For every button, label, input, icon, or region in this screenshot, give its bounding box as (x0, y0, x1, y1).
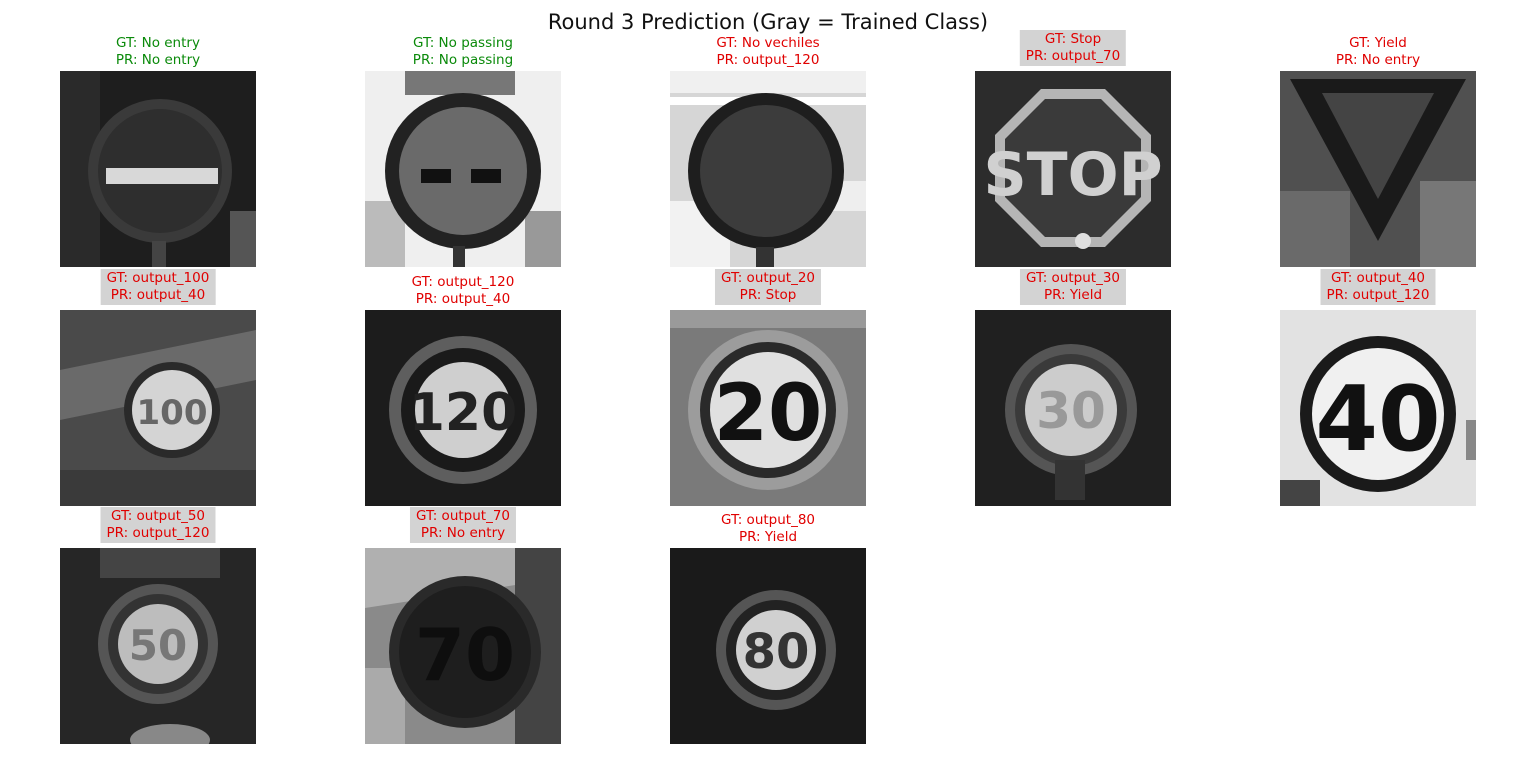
speed-70-sign-image: 70 (365, 548, 561, 744)
speed-70-text: 70 (415, 613, 515, 697)
pr-label: PR: output_40 (412, 291, 515, 308)
no-vehicles-sign-image (670, 71, 866, 267)
panel-label: GT: output_70 PR: No entry (410, 507, 516, 543)
gt-label: GT: output_40 (1327, 270, 1430, 287)
panel-label: GT: output_40 PR: output_120 (1321, 269, 1436, 305)
speed-40-sign-image: 40 (1280, 310, 1476, 506)
speed-20-text: 20 (714, 369, 823, 459)
gt-label: GT: output_30 (1026, 270, 1120, 287)
speed-100-text: 100 (137, 393, 208, 433)
speed-80-sign-image: 80 (670, 548, 866, 744)
gt-label: GT: No vechiles (716, 35, 819, 52)
pr-label: PR: output_40 (107, 287, 210, 304)
pr-label: PR: No entry (416, 525, 510, 542)
gt-label: GT: output_80 (721, 512, 815, 529)
panel-label: GT: output_20 PR: Stop (715, 269, 821, 305)
speed-120-sign-image: 120 (365, 310, 561, 506)
speed-50-sign-image: 50 (60, 548, 256, 744)
speed-120-text: 120 (409, 383, 518, 443)
gt-label: GT: No entry (116, 35, 200, 52)
panel-label: GT: No entry PR: No entry (110, 34, 206, 70)
panel-label: GT: output_80 PR: Yield (715, 511, 821, 547)
no-passing-sign-image (365, 71, 561, 267)
gt-label: GT: output_50 (107, 508, 210, 525)
speed-30-text: 30 (1036, 382, 1106, 440)
speed-50-text: 50 (129, 621, 187, 670)
panel-label: GT: No passing PR: No passing (407, 34, 519, 70)
gt-label: GT: output_70 (416, 508, 510, 525)
panel-label: GT: Yield PR: No entry (1330, 34, 1426, 70)
pr-label: PR: No passing (413, 52, 513, 69)
stop-sign-image: STOP (975, 71, 1171, 267)
yield-sign-image (1280, 71, 1476, 267)
gt-label: GT: Yield (1336, 35, 1420, 52)
pr-label: PR: Yield (721, 529, 815, 546)
stop-sign-text: STOP (983, 140, 1162, 210)
panel-label: GT: output_120 PR: output_40 (406, 273, 521, 309)
panel-label: GT: output_50 PR: output_120 (101, 507, 216, 543)
gt-label: GT: output_120 (412, 274, 515, 291)
figure-title: Round 3 Prediction (Gray = Trained Class… (0, 10, 1536, 34)
no-entry-sign-image (60, 71, 256, 267)
pr-label: PR: No entry (116, 52, 200, 69)
pr-label: PR: Yield (1026, 287, 1120, 304)
gt-label: GT: output_20 (721, 270, 815, 287)
panel-label: GT: Stop PR: output_70 (1020, 30, 1126, 66)
panel-label: GT: output_100 PR: output_40 (101, 269, 216, 305)
speed-30-sign-image: 30 (975, 310, 1171, 506)
gt-label: GT: Stop (1026, 31, 1120, 48)
pr-label: PR: output_120 (107, 525, 210, 542)
pr-label: PR: output_120 (1327, 287, 1430, 304)
speed-100-sign-image: 100 (60, 310, 256, 506)
panel-label: GT: output_30 PR: Yield (1020, 269, 1126, 305)
gt-label: GT: No passing (413, 35, 513, 52)
pr-label: PR: Stop (721, 287, 815, 304)
speed-80-text: 80 (743, 624, 810, 680)
gt-label: GT: output_100 (107, 270, 210, 287)
pr-label: PR: output_120 (716, 52, 819, 69)
pr-label: PR: No entry (1336, 52, 1420, 69)
speed-40-text: 40 (1315, 367, 1440, 472)
pr-label: PR: output_70 (1026, 48, 1120, 65)
speed-20-sign-image: 20 (670, 310, 866, 506)
panel-label: GT: No vechiles PR: output_120 (710, 34, 825, 70)
